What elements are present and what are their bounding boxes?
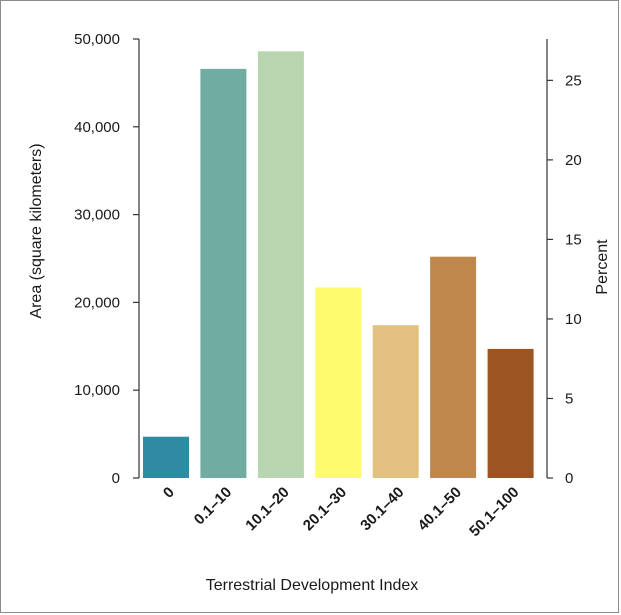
x-tick-label: 0.1–10 xyxy=(191,484,235,528)
bar-6 xyxy=(487,348,534,478)
bar-2 xyxy=(257,51,304,479)
y-axis-title: Area (square kilometers) xyxy=(28,143,45,318)
x-tick-label: 10.1–20 xyxy=(242,484,292,534)
x-tick-label: 0 xyxy=(160,484,178,502)
right-tick-label: 15 xyxy=(565,231,582,248)
x-tick-labels: 0 0.1–10 10.1–20 20.1–30 30.1–40 40.1–50 50.1–… xyxy=(160,484,523,540)
x-axis-title: Terrestrial Development Index xyxy=(206,577,419,594)
right-tick-label: 0 xyxy=(565,470,573,487)
right-y-ticks: 0 5 10 15 20 25 xyxy=(547,72,582,487)
left-y-ticks: 0 10,000 20,000 30,000 40,000 50,000 xyxy=(74,31,139,487)
right-tick-label: 20 xyxy=(565,152,582,169)
left-tick-label: 40,000 xyxy=(74,119,120,136)
right-tick-label: 25 xyxy=(565,72,582,89)
bar-3 xyxy=(315,287,362,478)
x-tick-label: 30.1–40 xyxy=(357,484,407,534)
right-tick-label: 5 xyxy=(565,390,573,407)
left-tick-label: 50,000 xyxy=(74,31,120,48)
bar-0 xyxy=(143,436,189,478)
left-tick-label: 20,000 xyxy=(74,294,120,311)
x-tick-label: 40.1–50 xyxy=(415,484,465,534)
bar-5 xyxy=(430,256,477,478)
left-tick-label: 0 xyxy=(112,470,120,487)
y2-axis-title: Percent xyxy=(594,239,611,295)
x-tick-label: 20.1–30 xyxy=(300,484,350,534)
left-tick-label: 10,000 xyxy=(74,382,120,399)
right-tick-label: 10 xyxy=(565,311,582,328)
bars-group xyxy=(143,51,534,479)
x-tick-label: 50.1–100 xyxy=(466,484,522,540)
bar-1 xyxy=(200,68,247,479)
left-tick-label: 30,000 xyxy=(74,207,120,224)
bar-4 xyxy=(372,325,419,478)
